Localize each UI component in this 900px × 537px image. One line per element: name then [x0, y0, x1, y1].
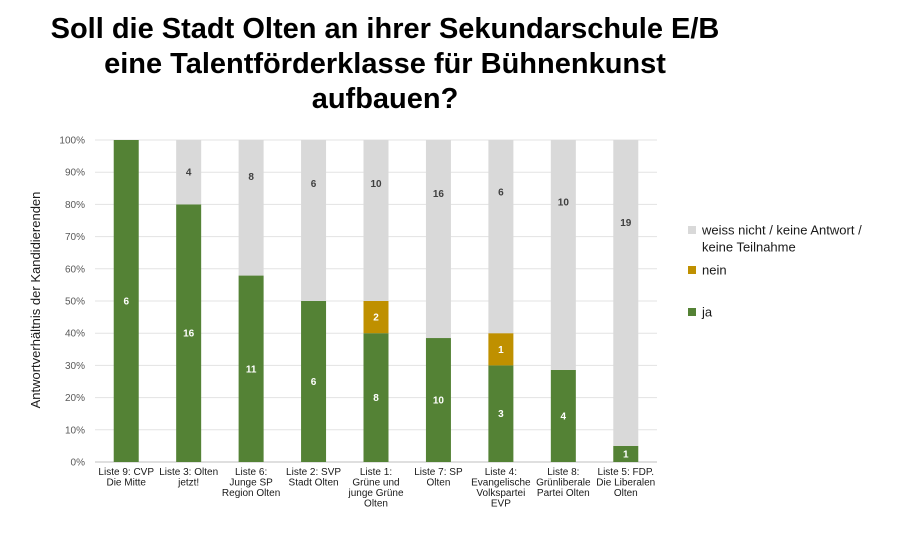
- x-tick-label: Liste 6: Junge SP Region Olten: [222, 467, 280, 499]
- legend-entry: nein: [702, 263, 727, 278]
- data-label: 10: [433, 396, 445, 407]
- x-tick-label: Liste 3: Olten jetzt!: [159, 467, 218, 489]
- x-tick-label: Liste 5: FDP. Die Liberalen Olten: [596, 467, 655, 499]
- y-axis-label: Antwortverhältnis der Kandidierenden: [28, 192, 43, 409]
- bar-segment: [238, 140, 264, 276]
- y-tick-label: 70%: [65, 232, 85, 243]
- data-label: 11: [246, 364, 257, 375]
- data-label: 16: [183, 329, 195, 340]
- bar-segment: [113, 140, 139, 462]
- bar-segment: [613, 140, 639, 446]
- bar-segment: [550, 140, 576, 370]
- bar-segment: [176, 140, 202, 205]
- y-tick-label: 80%: [65, 200, 85, 211]
- bar-segment: [301, 140, 327, 301]
- data-label: 6: [311, 377, 317, 388]
- data-label: 3: [498, 409, 504, 420]
- x-tick-label: Liste 7: SP Olten: [414, 467, 463, 489]
- title-line: aufbauen?: [311, 83, 459, 115]
- bar-segment: [488, 333, 514, 366]
- data-label: 2: [373, 313, 379, 324]
- data-label: 8: [373, 393, 379, 404]
- legend-entry: weiss nicht / keine Antwort / keine Teiln…: [701, 223, 862, 255]
- bar-segment: [425, 140, 451, 339]
- chart-title: Soll die Stadt Olten an ihrer Sekundarsc…: [0, 12, 770, 117]
- y-tick-label: 20%: [65, 393, 85, 404]
- data-label: 4: [561, 411, 567, 422]
- x-tick-label: Liste 1: Grüne und junge Grüne Olten: [347, 467, 403, 510]
- bar-segment: [238, 275, 264, 462]
- data-label: 8: [248, 172, 254, 183]
- bar-segment: [425, 338, 451, 462]
- bar-segment: [363, 140, 389, 301]
- bar-segment: [176, 204, 202, 462]
- data-label: 6: [498, 188, 504, 199]
- y-tick-label: 10%: [65, 425, 85, 436]
- data-label: 19: [620, 218, 632, 229]
- data-label: 6: [123, 297, 129, 308]
- bar-segment: [488, 365, 514, 462]
- x-tick-label: Liste 2: SVP Stadt Olten: [286, 467, 341, 489]
- y-tick-label: 90%: [65, 168, 85, 179]
- bar-segment: [301, 301, 327, 462]
- title-line: Soll die Stadt Olten an ihrer Sekundarsc…: [50, 13, 720, 45]
- x-tick-label: Liste 4: Evangelische Volkspartei EVP: [471, 467, 531, 510]
- bar-segment: [488, 140, 514, 334]
- data-label: 6: [311, 179, 317, 190]
- y-tick-label: 30%: [65, 361, 85, 372]
- bar-segment: [550, 369, 576, 462]
- data-label: 1: [498, 345, 504, 356]
- data-label: 4: [186, 168, 192, 179]
- x-tick-label: Liste 9: CVP Die Mitte: [98, 467, 154, 489]
- bar-segment: [613, 445, 639, 462]
- data-label: 10: [370, 179, 382, 190]
- y-tick-label: 40%: [65, 329, 85, 340]
- y-axis-ticks: 0% 10% 20% 30% 40% 50% 60% 70% 80% 90% 100%: [59, 136, 85, 469]
- legend-swatch: [688, 308, 696, 316]
- y-tick-label: 100%: [59, 136, 85, 147]
- legend-entry: ja: [701, 305, 713, 320]
- bar-segment: [363, 301, 389, 334]
- data-label: 16: [433, 189, 445, 200]
- data-label: 10: [558, 198, 570, 209]
- data-label: 1: [623, 449, 629, 460]
- x-tick-label: Liste 8: Grünliberale Partei Olten: [536, 467, 591, 499]
- title-line: eine Talentförderklasse für Bühnenkunst: [104, 48, 666, 80]
- y-tick-label: 0%: [71, 458, 86, 469]
- y-tick-label: 60%: [65, 264, 85, 275]
- y-tick-label: 50%: [65, 297, 85, 308]
- legend: weiss nicht / keine Antwort / keine Teiln…: [688, 223, 862, 320]
- legend-swatch: [688, 226, 696, 234]
- legend-swatch: [688, 266, 696, 274]
- bar-segment: [363, 333, 389, 462]
